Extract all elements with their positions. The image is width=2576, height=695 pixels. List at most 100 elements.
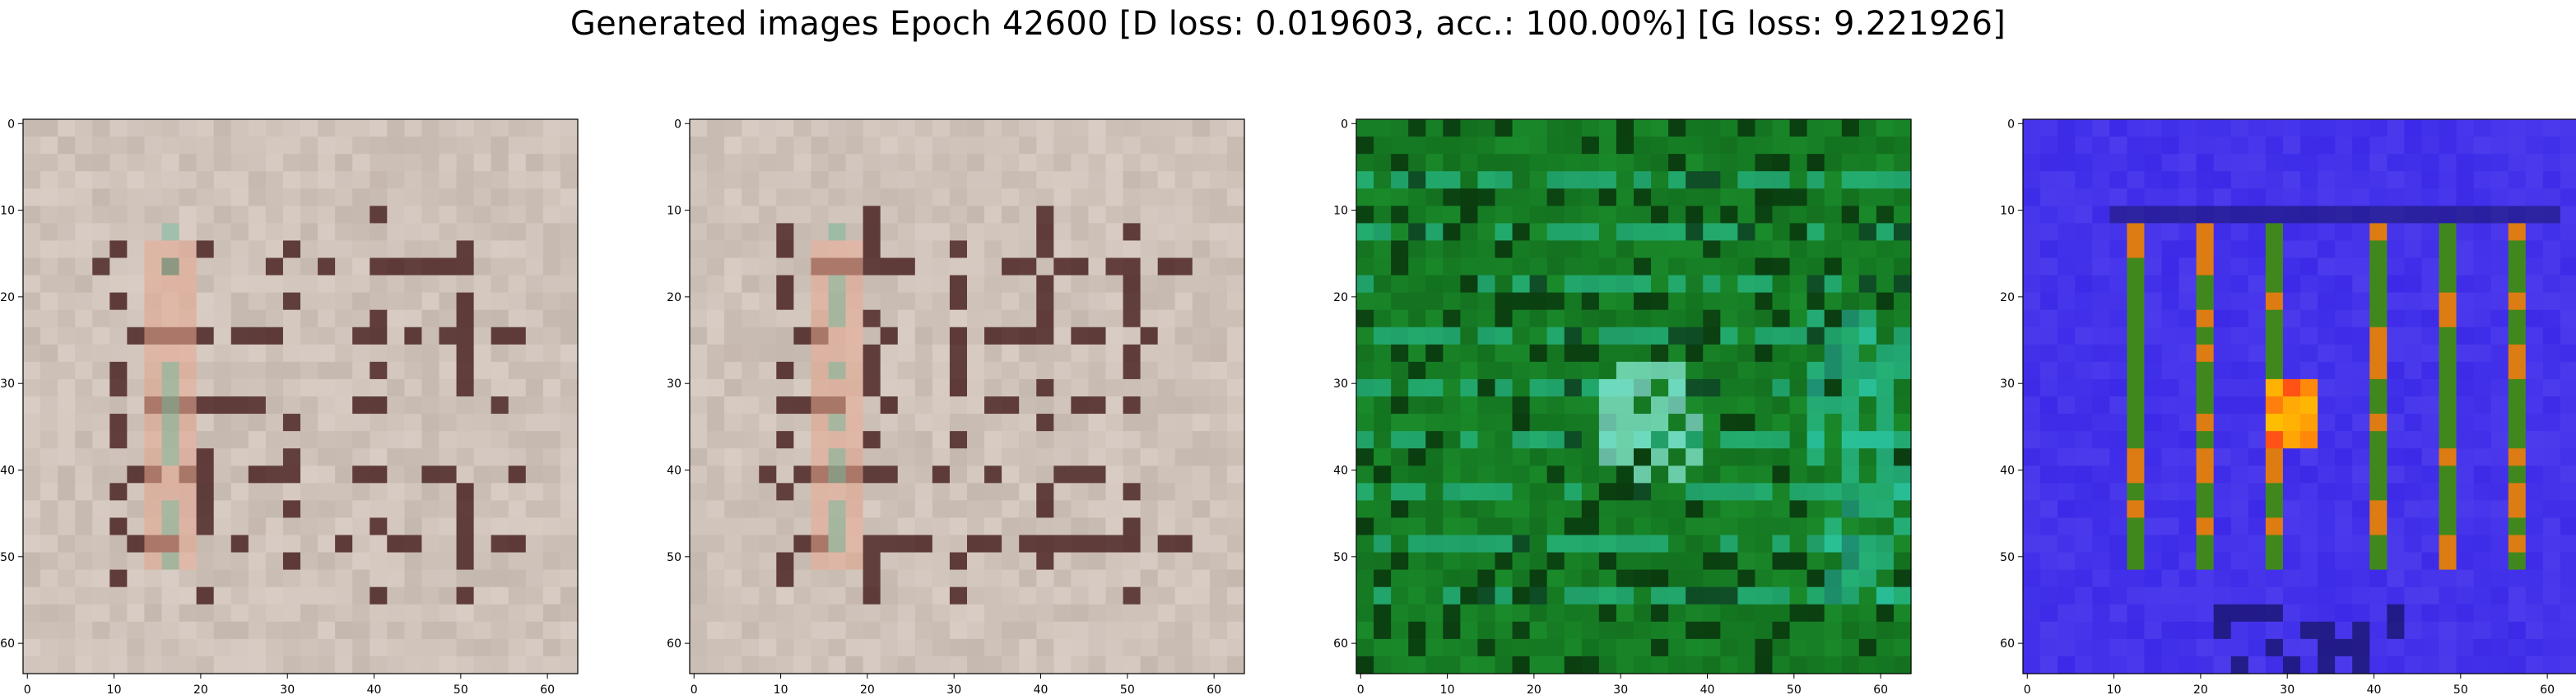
heatmap-cell [2196, 586, 2215, 605]
heatmap-cell [473, 500, 492, 519]
heatmap-cell [2075, 552, 2093, 571]
heatmap-cell [1226, 638, 1245, 657]
heatmap-cell [179, 188, 198, 206]
heatmap-cell [1140, 586, 1159, 605]
heatmap-cell [1634, 188, 1652, 206]
heatmap-cell [2300, 396, 2318, 415]
heatmap-cell [248, 586, 267, 605]
heatmap-cell [1088, 171, 1107, 189]
heatmap-cell [724, 448, 742, 466]
heatmap-cell [1425, 240, 1444, 259]
heatmap-cell [759, 448, 777, 466]
heatmap-cell [1789, 483, 1808, 501]
heatmap-cell [2525, 119, 2544, 137]
heatmap-cell [2265, 396, 2284, 415]
heatmap-cell [2318, 396, 2336, 415]
heatmap-cell [1105, 378, 1124, 397]
heatmap-cell [2058, 448, 2076, 466]
x-tick-label: 50 [1120, 683, 1135, 695]
heatmap-cell [1140, 275, 1159, 294]
heatmap-cell [23, 327, 41, 345]
heatmap-cell [2525, 414, 2544, 432]
heatmap-cell [2508, 257, 2527, 276]
heatmap-cell [828, 188, 847, 206]
heatmap-cell [58, 378, 76, 397]
heatmap-cell [1495, 500, 1514, 519]
heatmap-cell [127, 638, 146, 657]
heatmap-cell [949, 309, 968, 328]
heatmap-cell [213, 361, 232, 380]
heatmap-cell [282, 327, 301, 345]
heatmap-cell [144, 500, 163, 519]
heatmap-cell [880, 257, 899, 276]
heatmap-cell [2490, 378, 2509, 397]
heatmap-cell [1036, 188, 1054, 206]
heatmap-cell [560, 448, 579, 466]
heatmap-cell [776, 466, 794, 484]
heatmap-cell [1634, 119, 1652, 137]
heatmap-cell [387, 119, 405, 137]
heatmap-cell [2248, 483, 2267, 501]
heatmap-cell [2421, 535, 2440, 554]
heatmap-cell [1123, 240, 1142, 259]
heatmap-cell [949, 188, 968, 206]
heatmap-cell [1408, 414, 1426, 432]
heatmap-cell [1737, 569, 1756, 588]
heatmap-cell [1686, 292, 1704, 311]
heatmap-cell [1460, 206, 1479, 224]
heatmap-cell [690, 621, 708, 640]
heatmap-cell [2473, 171, 2492, 189]
heatmap-cell [2265, 171, 2284, 189]
heatmap-cell [2058, 154, 2076, 172]
heatmap-cell [1737, 206, 1756, 224]
heatmap-cell [352, 137, 370, 155]
heatmap-cell [2318, 275, 2336, 294]
heatmap-cell [759, 154, 777, 172]
heatmap-cell [1123, 414, 1142, 432]
heatmap-cell [1634, 171, 1652, 189]
heatmap-cell [300, 414, 319, 432]
heatmap-cell [984, 206, 1002, 224]
heatmap-cell [776, 535, 794, 554]
x-tick-label: 50 [453, 683, 468, 695]
heatmap-cell [248, 327, 267, 345]
heatmap-cell [1598, 569, 1617, 588]
heatmap-cell [690, 448, 708, 466]
heatmap-cell [880, 206, 899, 224]
heatmap-cell [473, 378, 492, 397]
heatmap-cell [1174, 656, 1193, 674]
heatmap-cell [58, 223, 76, 242]
heatmap-cell [880, 171, 899, 189]
heatmap-cell [1806, 223, 1825, 242]
heatmap-cell [127, 569, 146, 588]
heatmap-cell [759, 638, 777, 657]
heatmap-cell [2473, 240, 2492, 259]
heatmap-cell [776, 569, 794, 588]
heatmap-cell [759, 483, 777, 501]
heatmap-cell [2213, 361, 2232, 380]
heatmap-cell [2127, 119, 2146, 137]
heatmap-cell [1174, 240, 1193, 259]
heatmap-cell [1546, 586, 1565, 605]
heatmap-cell [2439, 171, 2457, 189]
heatmap-cell [2196, 621, 2215, 640]
heatmap-cell [109, 378, 128, 397]
heatmap-cell [932, 552, 951, 571]
heatmap-cell [863, 137, 881, 155]
heatmap-cell [1598, 517, 1617, 536]
heatmap-cell [2265, 275, 2284, 294]
heatmap-cell [456, 552, 475, 571]
heatmap-cell [2161, 500, 2180, 519]
heatmap-cell [2421, 257, 2440, 276]
heatmap-cell [248, 361, 267, 380]
heatmap-cell [828, 378, 847, 397]
heatmap-cell [2439, 257, 2457, 276]
heatmap-cell [1564, 171, 1583, 189]
heatmap-cell [1477, 517, 1496, 536]
heatmap-cell [1036, 223, 1054, 242]
heatmap-cell [196, 396, 215, 415]
heatmap-cell [1616, 188, 1634, 206]
heatmap-cell [196, 257, 215, 276]
y-tick-label: 20 [2000, 291, 2015, 304]
heatmap-cell [92, 137, 110, 155]
